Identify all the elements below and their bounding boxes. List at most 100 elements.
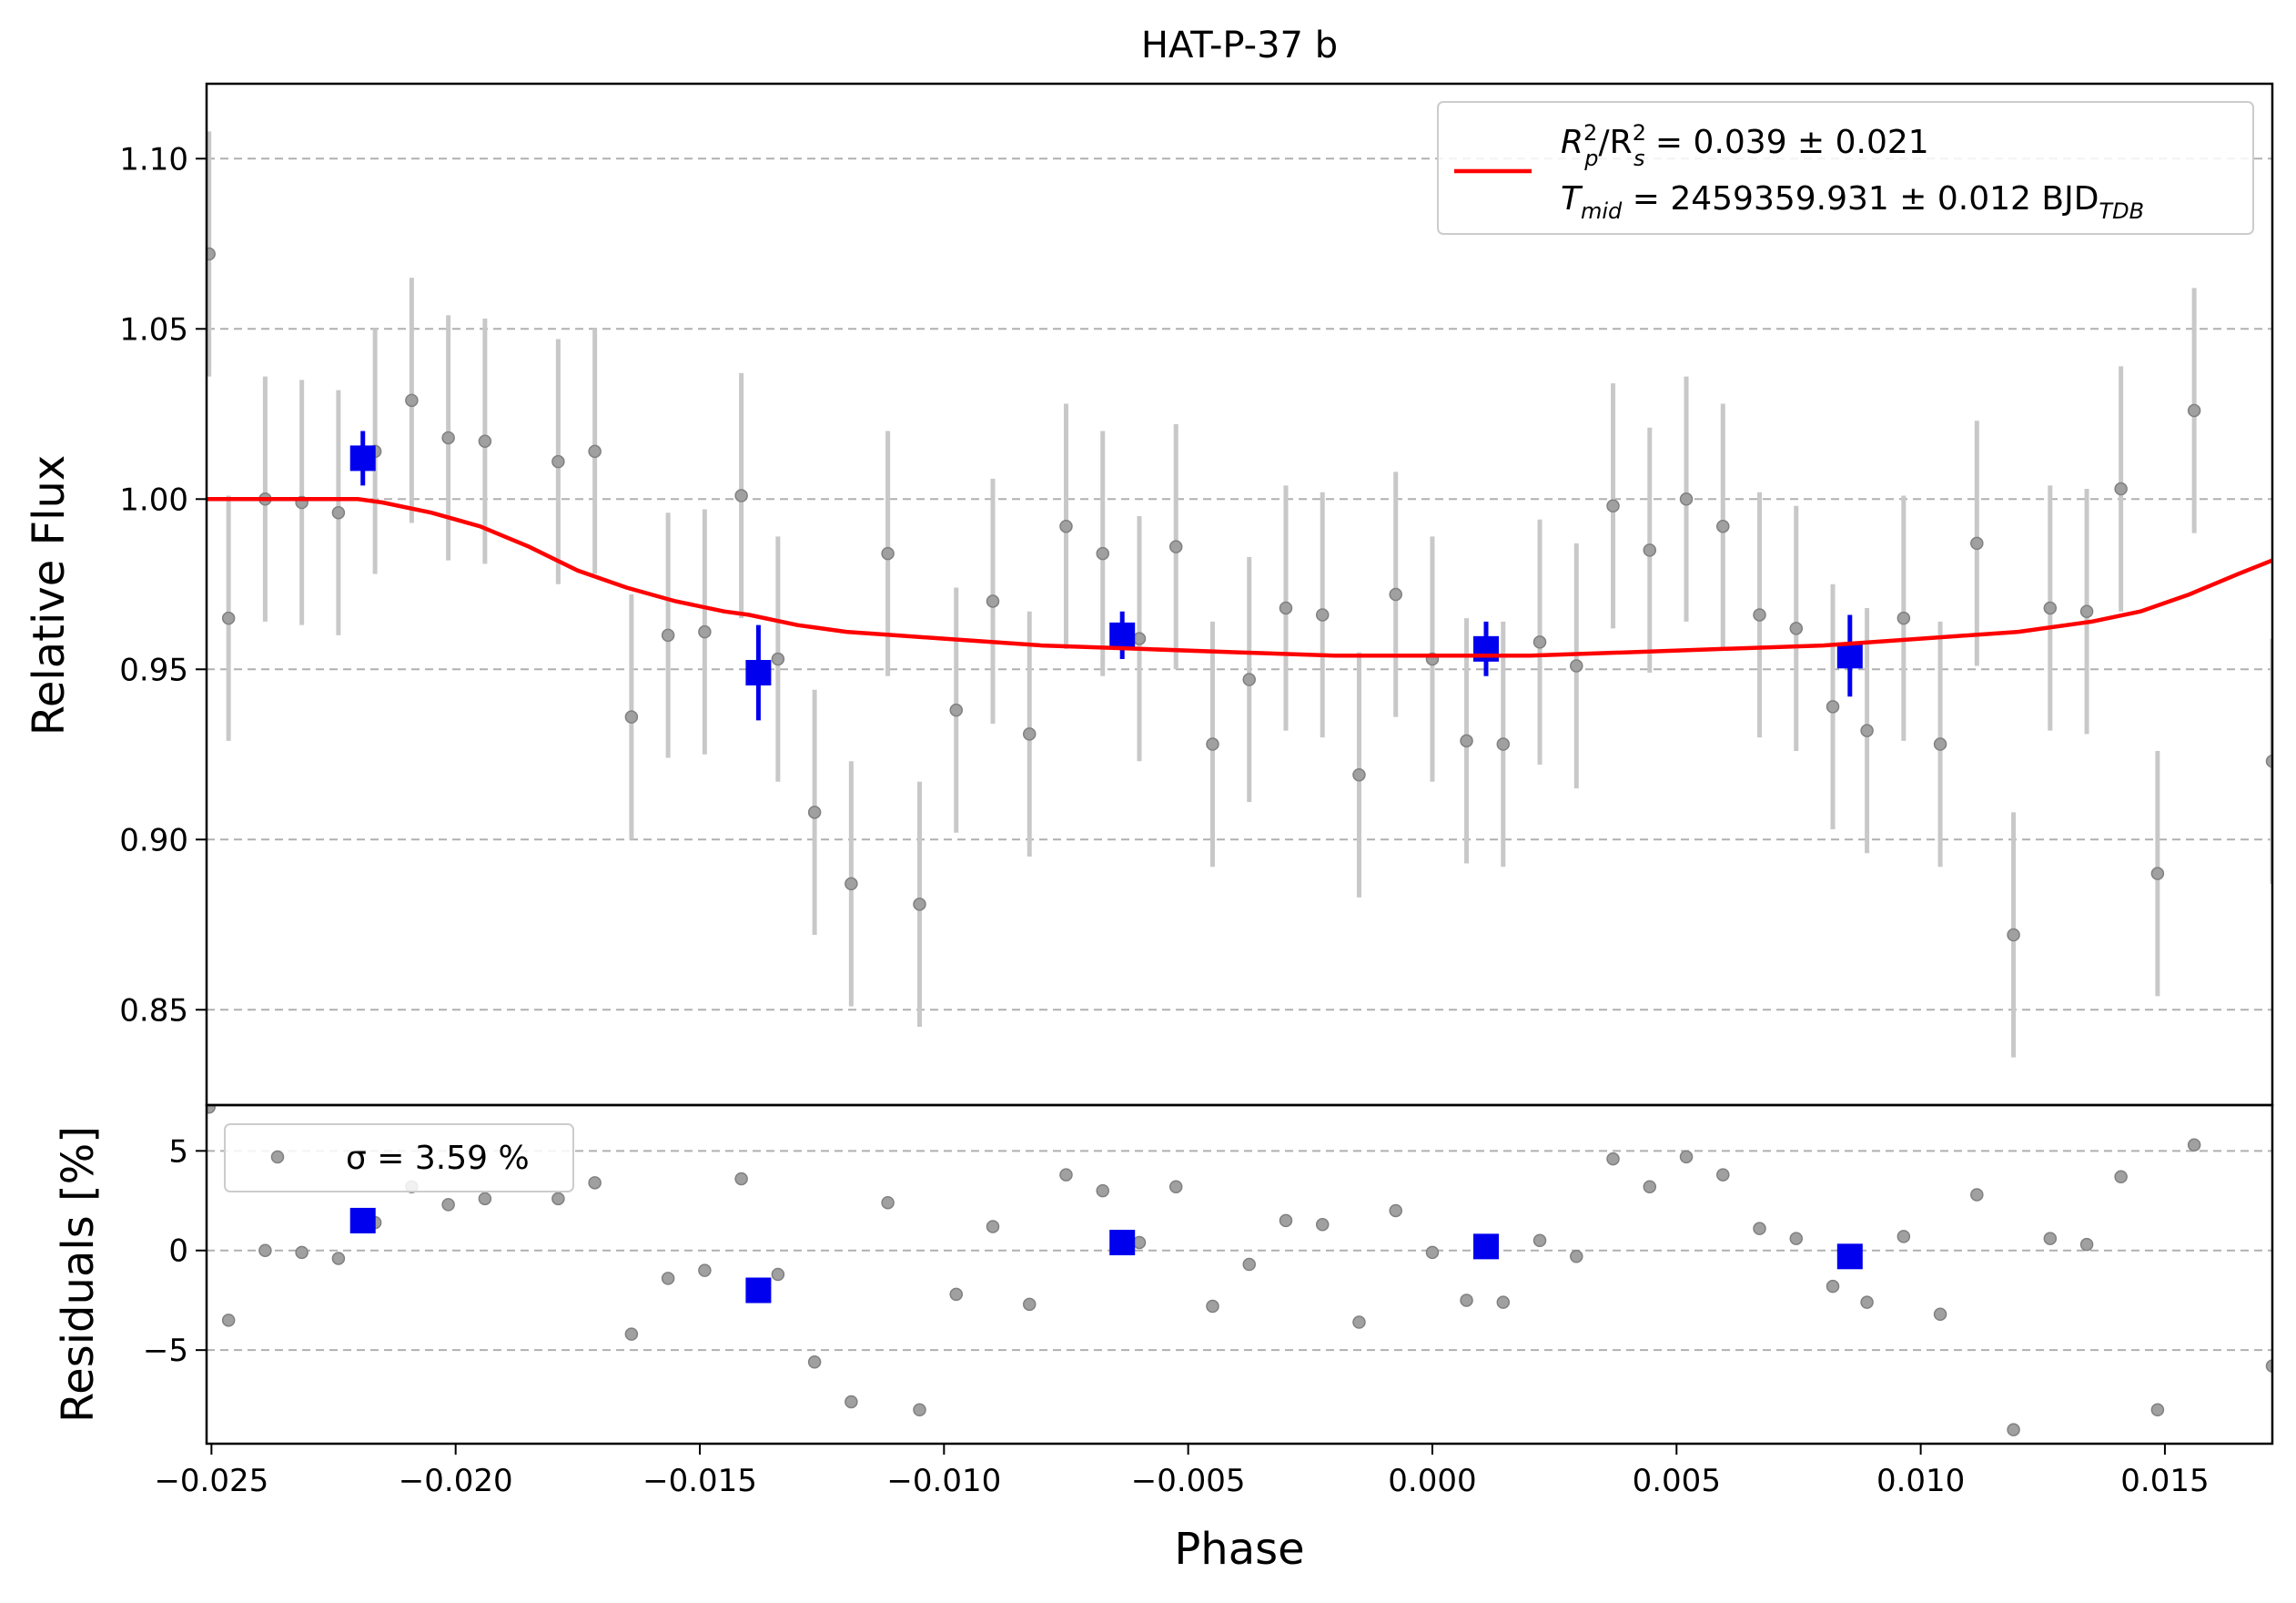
residual-point xyxy=(661,1272,675,1285)
data-point xyxy=(1496,737,1511,751)
data-point xyxy=(1242,673,1256,686)
x-tick-label: 0.010 xyxy=(1876,1463,1965,1499)
data-point xyxy=(698,624,712,639)
residual-point xyxy=(734,1172,748,1186)
data-point xyxy=(661,628,675,643)
legend-tmid-text: Tmid = 2459359.931 ± 0.012 BJDTDB xyxy=(1561,180,2144,224)
x-tick-label: −0.005 xyxy=(1131,1463,1246,1499)
residual-point xyxy=(1279,1213,1293,1228)
residual-point xyxy=(478,1192,492,1206)
data-point xyxy=(1643,543,1657,557)
x-axis: −0.025 −0.020 −0.015 −0.010 −0.005 0.000 0.005… xyxy=(154,1444,2210,1499)
residual-point xyxy=(1753,1222,1766,1235)
legend-box xyxy=(1437,101,2254,235)
data-point xyxy=(1022,727,1037,741)
residual-point xyxy=(845,1395,858,1409)
residual-point xyxy=(588,1176,602,1190)
data-point xyxy=(1933,737,1947,751)
residual-point xyxy=(2187,1138,2201,1152)
top-y-axis: 0.85 0.90 0.95 1.00 1.05 1.10 xyxy=(119,141,207,1029)
legend-bottom: σ = 3.59 % xyxy=(224,1123,574,1192)
bottom-y-tick-label: 0 xyxy=(168,1233,188,1270)
data-point xyxy=(1606,499,1620,513)
data-point xyxy=(1389,587,1402,602)
sigma-legend-text: σ = 3.59 % xyxy=(346,1140,530,1177)
data-point xyxy=(1460,734,1473,748)
data-point xyxy=(1570,659,1583,673)
data-point xyxy=(1096,546,1109,561)
top-panel-frame xyxy=(205,82,2274,1107)
residual-point xyxy=(1315,1218,1330,1232)
residual-point xyxy=(2150,1403,2165,1417)
x-tick-label: −0.025 xyxy=(154,1463,268,1499)
x-tick-label: −0.020 xyxy=(399,1463,513,1499)
data-point xyxy=(1532,635,1547,649)
binned-points xyxy=(349,431,1863,721)
sigma-legend-marker xyxy=(270,1150,285,1164)
data-point xyxy=(2043,601,2058,615)
data-point xyxy=(588,444,602,459)
residual-point xyxy=(1168,1180,1183,1193)
residual-binned-point xyxy=(1109,1229,1136,1255)
y-axis-title-top: Relative Flux xyxy=(24,455,75,736)
data-point xyxy=(1753,608,1766,622)
top-y-tick-label: 1.00 xyxy=(119,482,188,518)
residual-point xyxy=(807,1355,822,1369)
data-point xyxy=(1352,767,1366,782)
data-point xyxy=(478,434,492,448)
residual-point xyxy=(1933,1307,1947,1322)
residual-binned-point xyxy=(1836,1243,1863,1270)
data-point xyxy=(2187,403,2201,418)
x-tick-label: 0.015 xyxy=(2120,1463,2209,1499)
residual-point xyxy=(1679,1150,1694,1164)
x-tick-label: −0.010 xyxy=(886,1463,1001,1499)
residual-point xyxy=(207,1105,216,1114)
data-point xyxy=(441,431,455,445)
x-axis-title: Phase xyxy=(1174,1524,1304,1575)
residual-point xyxy=(1789,1232,1804,1245)
data-point xyxy=(1679,492,1694,506)
sigma-legend-box xyxy=(224,1123,574,1192)
data-point xyxy=(1206,737,1219,751)
bottom-y-tick-label: −5 xyxy=(143,1333,188,1369)
binned-point xyxy=(1473,635,1500,662)
residual-point xyxy=(295,1245,308,1260)
residual-point xyxy=(2043,1232,2058,1245)
residual-point xyxy=(881,1195,895,1210)
residual-binned-points xyxy=(349,1207,1863,1304)
data-point xyxy=(1826,700,1840,714)
data-point xyxy=(1132,632,1147,645)
data-point xyxy=(207,247,216,261)
residual-point xyxy=(331,1252,346,1265)
bottom-panel-frame xyxy=(205,1103,2274,1446)
top-y-tick-label: 0.90 xyxy=(119,822,188,858)
residual-point xyxy=(1896,1230,1911,1243)
residual-point xyxy=(1860,1295,1874,1309)
residual-point xyxy=(551,1192,565,1206)
data-point xyxy=(551,454,565,469)
binned-point xyxy=(1836,643,1863,669)
data-point xyxy=(881,546,895,561)
data-point xyxy=(734,489,748,502)
residual-point xyxy=(771,1267,785,1282)
residual-point xyxy=(1643,1180,1657,1193)
residual-point xyxy=(441,1198,455,1212)
data-point xyxy=(913,898,926,911)
data-point xyxy=(1970,536,1984,551)
residual-point xyxy=(221,1314,236,1327)
x-tick-label: −0.015 xyxy=(642,1463,757,1499)
data-point xyxy=(949,703,963,717)
residual-point xyxy=(1352,1315,1366,1329)
top-y-tick-label: 1.10 xyxy=(119,141,188,178)
residual-point xyxy=(1425,1245,1440,1260)
residual-point xyxy=(1206,1299,1219,1314)
residual-point xyxy=(1460,1294,1473,1307)
data-point xyxy=(771,652,785,666)
residual-point xyxy=(2007,1423,2020,1436)
binned-point xyxy=(1109,622,1136,648)
residual-points xyxy=(207,1105,2272,1436)
data-point xyxy=(807,806,822,819)
legend-rp-rs-text: R2 p/R2 s = 0.039 ± 0.021 xyxy=(1561,120,1929,171)
residual-point xyxy=(1970,1188,1984,1202)
